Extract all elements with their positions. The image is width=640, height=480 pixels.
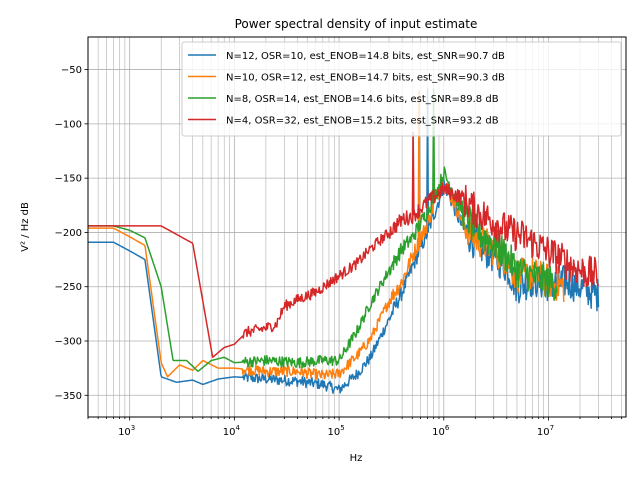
y-tick-label: −150 bbox=[55, 174, 82, 185]
legend-box bbox=[181, 41, 622, 137]
x-tick-label: 104 bbox=[223, 424, 241, 438]
x-tick-label: 103 bbox=[118, 424, 135, 438]
y-tick-label: −100 bbox=[55, 119, 82, 130]
legend-label-3: N=8, OSR=14, est_ENOB=14.6 bits, est_SNR… bbox=[226, 94, 499, 105]
x-axis-label: Hz bbox=[350, 453, 363, 464]
axis-ticks: 103 104 105 106 107 −50 −100 −150 −200 −250 −300 −3… bbox=[55, 65, 623, 438]
chart-title: Power spectral density of input estimate bbox=[235, 17, 478, 31]
plot-area-frame bbox=[87, 36, 627, 418]
y-tick-label: −300 bbox=[55, 337, 82, 348]
legend: N=12, OSR=10, est_ENOB=14.8 bits, est_SN… bbox=[181, 41, 622, 137]
y-tick-label: −250 bbox=[55, 282, 82, 293]
x-tick-label: 107 bbox=[537, 424, 554, 438]
y-tick-label: −50 bbox=[61, 65, 82, 76]
y-axis-label: V² / Hz dB bbox=[20, 202, 31, 252]
legend-label-2: N=10, OSR=12, est_ENOB=14.7 bits, est_SN… bbox=[226, 73, 505, 84]
legend-label-1: N=12, OSR=10, est_ENOB=14.8 bits, est_SN… bbox=[226, 51, 505, 62]
x-tick-label: 106 bbox=[432, 424, 450, 438]
y-tick-label: −200 bbox=[55, 228, 82, 239]
x-tick-label: 105 bbox=[327, 424, 344, 438]
y-tick-label: −350 bbox=[55, 391, 82, 402]
legend-label-4: N=4, OSR=32, est_ENOB=15.2 bits, est_SNR… bbox=[226, 116, 499, 127]
